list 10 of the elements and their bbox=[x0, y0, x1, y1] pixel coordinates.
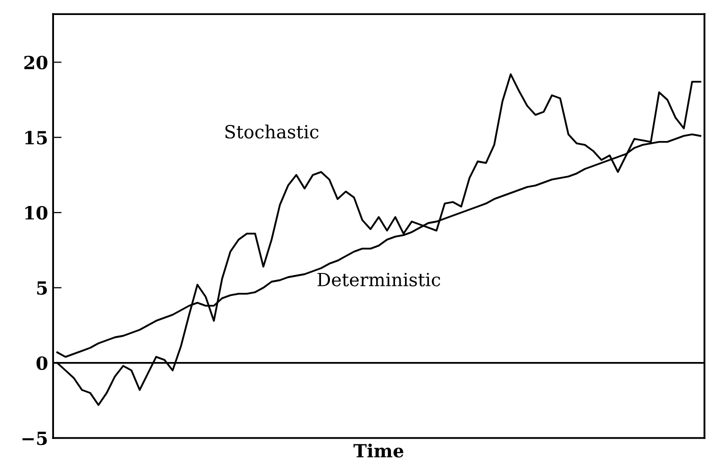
line-series bbox=[56, 73, 702, 406]
y-tick-label: 20 bbox=[24, 56, 48, 70]
y-tick-label: 0 bbox=[36, 356, 48, 370]
series-label: Stochastic bbox=[225, 124, 318, 139]
x-axis-title: Time bbox=[354, 444, 404, 458]
series-label: Deterministic bbox=[318, 272, 440, 286]
y-tick-label: 15 bbox=[25, 130, 47, 145]
y-tick-label: −5 bbox=[22, 432, 47, 446]
y-tick-label: 10 bbox=[25, 206, 48, 220]
y-tick-label: 5 bbox=[37, 281, 47, 295]
